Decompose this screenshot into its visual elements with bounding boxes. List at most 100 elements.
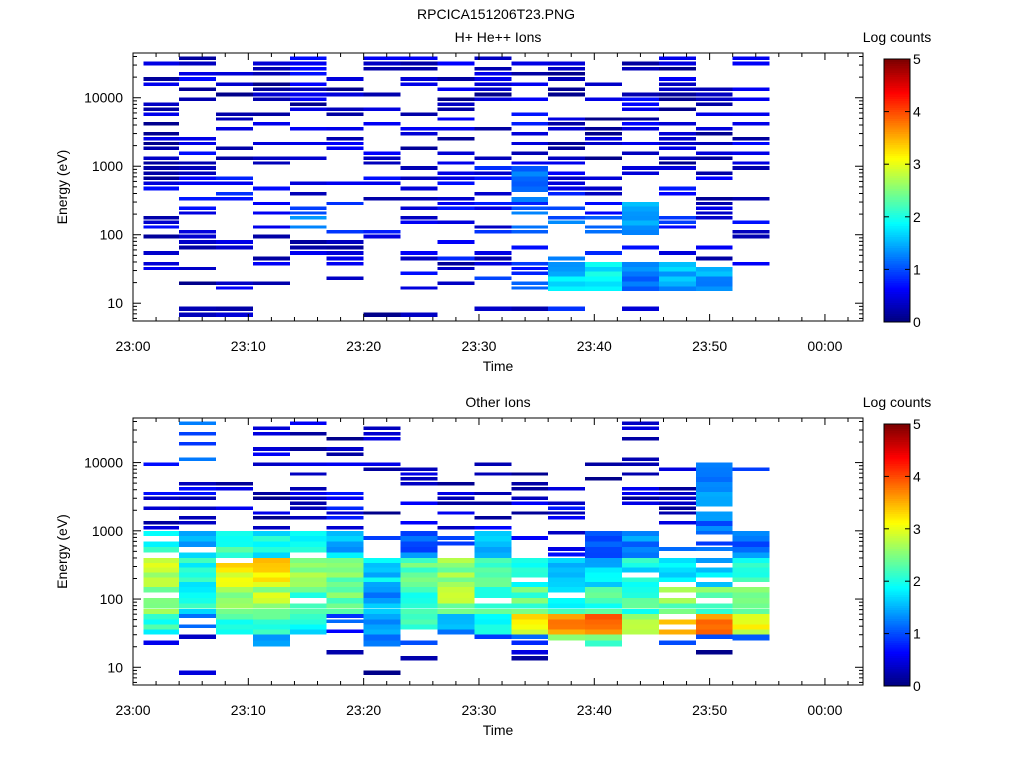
- heatmap-cell: [400, 530, 438, 537]
- colorbar-swatch: [884, 461, 910, 464]
- heatmap-cell: [695, 245, 733, 250]
- heatmap-cell: [622, 614, 659, 620]
- heatmap-cell: [437, 511, 475, 515]
- heatmap-cell: [695, 567, 733, 573]
- colorbar-tick-label: 0: [913, 678, 921, 694]
- heatmap-cell: [585, 82, 622, 86]
- colorbar-swatch: [884, 297, 910, 301]
- heatmap-cell: [143, 558, 180, 563]
- heatmap-cell: [511, 614, 549, 620]
- heatmap-cell: [326, 562, 364, 568]
- heatmap-cell: [289, 496, 327, 501]
- heatmap-cell: [474, 171, 512, 175]
- heatmap-cell: [585, 597, 622, 604]
- colorbar-swatch: [884, 137, 910, 141]
- colorbar-swatch: [884, 208, 910, 211]
- heatmap-cell: [622, 501, 659, 505]
- colorbar-swatch: [884, 122, 910, 126]
- heatmap-cell: [732, 587, 770, 593]
- heatmap-cell: [585, 608, 622, 615]
- heatmap-cell: [511, 171, 549, 177]
- heatmap-cell: [695, 587, 733, 593]
- colorbar-swatch: [884, 541, 910, 545]
- heatmap-cell: [326, 541, 364, 548]
- heatmap-cell: [143, 597, 180, 604]
- colorbar-swatch: [884, 85, 910, 89]
- heatmap-cell: [585, 587, 622, 593]
- colorbar-swatch: [884, 179, 910, 183]
- heatmap-cell: [437, 567, 475, 573]
- colorbar-swatch: [884, 197, 910, 200]
- heatmap-cells: [143, 56, 770, 317]
- heatmap-cell: [179, 206, 216, 210]
- colorbar-swatch: [884, 480, 910, 484]
- colorbar-swatch: [884, 559, 910, 563]
- heatmap-cell: [179, 61, 216, 66]
- colorbar-swatch: [884, 463, 910, 467]
- heatmap-cell: [252, 525, 290, 530]
- heatmap-cell: [326, 511, 364, 515]
- heatmap-cell: [622, 202, 659, 207]
- heatmap-cell: [216, 156, 253, 160]
- heatmap-cell: [179, 603, 216, 609]
- colorbar-swatch: [884, 587, 910, 591]
- colorbar-swatch: [884, 98, 910, 102]
- heatmap-cell: [252, 541, 290, 548]
- heatmap-cell: [695, 558, 733, 563]
- heatmap-cell: [289, 66, 327, 71]
- heatmap-cell: [363, 234, 401, 239]
- heatmap-cell: [622, 127, 659, 131]
- colorbar-swatch: [884, 247, 910, 251]
- colorbar-swatch: [884, 472, 910, 475]
- heatmap-cell: [695, 521, 733, 526]
- heatmap-cells: [143, 421, 770, 675]
- heatmap-cell: [289, 587, 327, 593]
- heatmap-cell: [400, 186, 438, 191]
- heatmap-cell: [400, 220, 438, 224]
- heatmap-cell: [437, 136, 475, 141]
- heatmap-cell: [252, 572, 290, 578]
- heatmap-cell: [143, 216, 180, 220]
- heatmap-cell: [732, 603, 770, 609]
- heatmap-cell: [511, 608, 549, 615]
- colorbar-swatch: [884, 677, 910, 681]
- heatmap-cell: [585, 281, 622, 287]
- heatmap-cell: [216, 286, 253, 290]
- heatmap-cell: [143, 491, 180, 496]
- heatmap-cell: [658, 521, 696, 525]
- colorbar-swatch: [884, 633, 910, 637]
- heatmap-cell: [585, 477, 622, 481]
- heatmap-cell: [252, 624, 290, 630]
- heatmap-cell: [474, 624, 512, 630]
- heatmap-cell: [252, 558, 290, 563]
- heatmap-cell: [732, 166, 770, 170]
- colorbar-swatch: [884, 87, 910, 91]
- colorbar-swatch: [884, 552, 910, 556]
- heatmap-cell: [400, 467, 438, 471]
- heatmap-cell: [695, 516, 733, 522]
- heatmap-cell: [252, 597, 290, 604]
- heatmap-cell: [511, 186, 549, 192]
- heatmap-cell: [695, 472, 733, 478]
- heatmap-cell: [658, 136, 696, 141]
- heatmap-cell: [585, 266, 622, 272]
- heatmap-cell: [622, 462, 659, 466]
- heatmap-cell: [143, 77, 180, 81]
- colorbar-swatch: [884, 153, 910, 157]
- colorbar-swatch: [884, 144, 910, 148]
- heatmap-cell: [252, 496, 290, 501]
- heatmap-cell: [732, 61, 770, 66]
- heatmap-cell: [622, 457, 659, 461]
- heatmap-cell: [511, 486, 549, 491]
- heatmap-cell: [216, 245, 253, 250]
- colorbar-swatch: [884, 576, 910, 580]
- heatmap-cell: [511, 112, 549, 116]
- heatmap-cell: [326, 496, 364, 501]
- colorbar-swatch: [884, 273, 910, 277]
- heatmap-cell: [548, 61, 586, 66]
- heatmap-cell: [695, 467, 733, 473]
- heatmap-cell: [585, 567, 622, 573]
- heatmap-cell: [585, 619, 622, 625]
- colorbar-swatch: [884, 496, 910, 499]
- heatmap-cell: [252, 262, 290, 266]
